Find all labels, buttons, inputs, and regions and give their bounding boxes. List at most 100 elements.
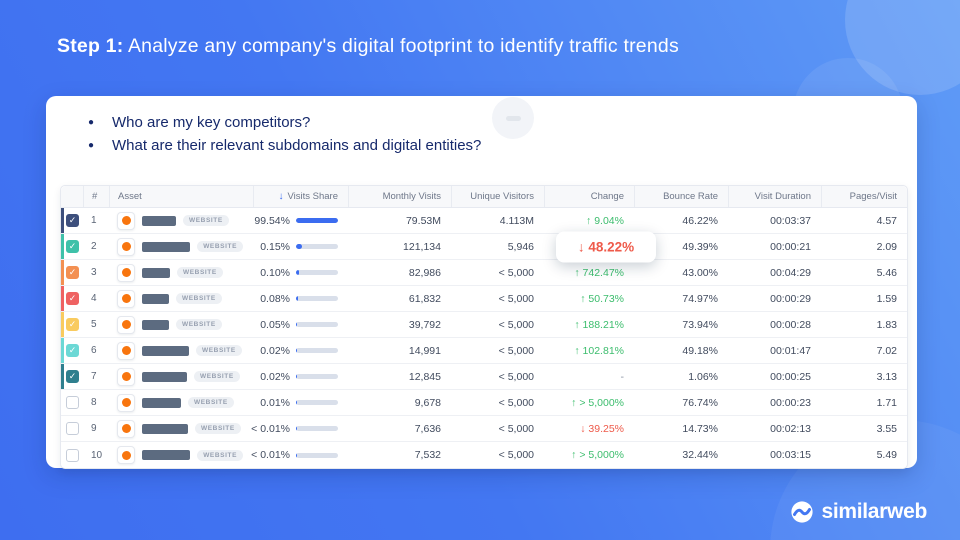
row-checkbox[interactable] bbox=[66, 422, 79, 435]
checkbox-cell bbox=[61, 448, 83, 462]
row-checkbox[interactable]: ✓ bbox=[66, 370, 79, 383]
bounce-rate-cell: 76.74% bbox=[682, 396, 718, 409]
asset-favicon bbox=[117, 211, 135, 230]
table-row[interactable]: ✓ 3 WEBSITE 0.10% 82,986 < 5,000 ↑ 742.47% 43.0… bbox=[61, 260, 907, 286]
visits-share-value: < 0.01% bbox=[251, 449, 290, 461]
column-header-visits-share[interactable]: ↓ Visits Share bbox=[253, 186, 348, 207]
row-checkbox[interactable]: ✓ bbox=[66, 344, 79, 357]
column-header-monthly-visits[interactable]: Monthly Visits bbox=[348, 186, 451, 207]
pages-per-visit-cell: 1.71 bbox=[876, 396, 897, 409]
asset-cell: WEBSITE bbox=[109, 446, 253, 464]
column-header-unique-visitors[interactable]: Unique Visitors bbox=[451, 186, 544, 207]
row-color-stripe bbox=[61, 208, 64, 233]
table-row[interactable]: ✓ 6 WEBSITE 0.02% 14,991 < 5,000 ↑ 102.81% 49.1… bbox=[61, 338, 907, 364]
visits-share-bar bbox=[296, 296, 338, 301]
asset-cell: WEBSITE bbox=[109, 315, 253, 334]
column-header-checkbox[interactable] bbox=[61, 186, 83, 207]
checkbox-cell: ✓ bbox=[61, 344, 83, 357]
visits-share-value: 0.05% bbox=[260, 318, 290, 331]
change-cell: ↑ 742.47% bbox=[544, 267, 634, 279]
column-header-label: # bbox=[92, 191, 98, 202]
table-row[interactable]: ✓ 4 WEBSITE 0.08% 61,832 < 5,000 ↑ 50.73% 74.97… bbox=[61, 286, 907, 312]
row-checkbox[interactable]: ✓ bbox=[66, 318, 79, 331]
bounce-rate-cell: 43.00% bbox=[682, 266, 718, 279]
table-header-row: # Asset ↓ Visits Share Monthly Visits Unique … bbox=[61, 186, 907, 208]
visits-share-fill bbox=[296, 452, 297, 458]
visits-share-bar bbox=[296, 452, 338, 458]
column-header--[interactable]: # bbox=[83, 186, 109, 207]
table-row[interactable]: ✓ 5 WEBSITE 0.05% 39,792 < 5,000 ↑ 188.21% 73.9… bbox=[61, 312, 907, 338]
visits-share-cell: 0.02% bbox=[253, 371, 348, 383]
change-value: ↑ 9.04% bbox=[586, 214, 624, 227]
change-cell: ↑ 9.04% bbox=[544, 215, 634, 227]
column-header-pages-visit[interactable]: Pages/Visit bbox=[821, 186, 907, 207]
asset-cell: WEBSITE bbox=[109, 341, 253, 360]
asset-redacted-name bbox=[142, 371, 187, 382]
favicon-dot-icon bbox=[121, 450, 131, 460]
table-row[interactable]: 10 WEBSITE < 0.01% 7,532 < 5,000 ↑ > 5,000% 32… bbox=[61, 442, 907, 468]
column-header-change[interactable]: Change bbox=[544, 186, 634, 207]
monthly-visits-cell: 61,832 bbox=[408, 292, 441, 305]
column-header-label: Visits Share bbox=[287, 191, 338, 202]
row-checkbox[interactable] bbox=[66, 396, 79, 409]
visit-duration-cell: 00:04:29 bbox=[770, 266, 811, 279]
asset-favicon bbox=[117, 419, 135, 438]
pages-per-visit-cell: 5.49 bbox=[876, 449, 897, 461]
change-value: ↓ 39.25% bbox=[580, 422, 624, 435]
row-checkbox[interactable]: ✓ bbox=[66, 266, 79, 279]
table-row[interactable]: ✓ 7 WEBSITE 0.02% 12,845 < 5,000 - 1.06% 00:00:2… bbox=[61, 364, 907, 390]
visits-share-cell: 0.05% bbox=[253, 319, 348, 331]
visit-duration-cell: 00:03:37 bbox=[770, 214, 811, 227]
change-value: ↓ 48.22% bbox=[577, 239, 635, 254]
table-row[interactable]: ✓ 1 WEBSITE 99.54% 79.53M 4.113M ↑ 9.04% 46.22%… bbox=[61, 208, 907, 234]
row-checkbox[interactable] bbox=[66, 448, 79, 462]
column-header-asset[interactable]: Asset bbox=[109, 186, 253, 207]
asset-favicon bbox=[117, 289, 135, 308]
row-checkbox[interactable]: ✓ bbox=[66, 214, 79, 227]
monthly-visits-cell: 7,532 bbox=[414, 449, 441, 461]
change-value: ↑ 742.47% bbox=[574, 266, 624, 279]
row-checkbox[interactable]: ✓ bbox=[66, 292, 79, 305]
asset-redacted-name bbox=[142, 241, 191, 252]
asset-type-badge: WEBSITE bbox=[196, 345, 242, 356]
table-row[interactable]: ✓ 2 WEBSITE 0.15% 121,134 5,946 ↓ 48.22% 49.39%… bbox=[61, 231, 907, 262]
visits-share-cell: 0.15% bbox=[253, 241, 348, 253]
question-item: ● What are their relevant subdomains and … bbox=[88, 134, 481, 157]
similarweb-logo: similarweb bbox=[790, 500, 927, 524]
asset-cell: WEBSITE bbox=[109, 237, 253, 256]
favicon-dot-icon bbox=[121, 424, 131, 433]
column-header-bounce-rate[interactable]: Bounce Rate bbox=[634, 186, 728, 207]
checkbox-cell bbox=[61, 422, 83, 435]
change-value: ↑ 188.21% bbox=[574, 318, 624, 331]
row-number: 5 bbox=[91, 319, 97, 330]
unique-visitors-cell: 4.113M bbox=[499, 214, 534, 227]
asset-cell: WEBSITE bbox=[109, 211, 253, 230]
row-color-stripe bbox=[61, 312, 64, 337]
visits-share-fill bbox=[296, 400, 297, 405]
favicon-dot-icon bbox=[121, 346, 131, 355]
asset-type-badge: WEBSITE bbox=[176, 293, 222, 304]
change-cell: ↑ 102.81% bbox=[544, 345, 634, 357]
column-header-label: Monthly Visits bbox=[382, 191, 441, 202]
row-checkbox[interactable]: ✓ bbox=[66, 240, 79, 253]
table-row[interactable]: 8 WEBSITE 0.01% 9,678 < 5,000 ↑ > 5,000% 76.74… bbox=[61, 390, 907, 416]
favicon-dot-icon bbox=[121, 242, 131, 251]
bounce-rate-cell: 46.22% bbox=[682, 214, 718, 227]
pages-per-visit-cell: 3.13 bbox=[876, 370, 897, 383]
asset-cell: WEBSITE bbox=[109, 289, 253, 308]
visits-share-cell: 0.01% bbox=[253, 397, 348, 409]
asset-redacted-name bbox=[142, 267, 170, 278]
monthly-visits-cell: 12,845 bbox=[408, 370, 441, 383]
watermark-dash bbox=[505, 115, 521, 121]
asset-redacted-name bbox=[142, 423, 188, 434]
visits-share-bar bbox=[296, 426, 338, 431]
pages-per-visit-cell: 4.57 bbox=[876, 214, 897, 227]
pages-per-visit-cell: 1.59 bbox=[876, 292, 897, 305]
column-header-visit-duration[interactable]: Visit Duration bbox=[728, 186, 821, 207]
pages-per-visit-cell: 7.02 bbox=[876, 344, 897, 357]
table-row[interactable]: 9 WEBSITE < 0.01% 7,636 < 5,000 ↓ 39.25% 14.73… bbox=[61, 416, 907, 442]
change-value: - bbox=[620, 370, 625, 383]
favicon-dot-icon bbox=[121, 320, 131, 329]
visits-share-cell: 0.10% bbox=[253, 267, 348, 279]
checkbox-cell: ✓ bbox=[61, 318, 83, 331]
